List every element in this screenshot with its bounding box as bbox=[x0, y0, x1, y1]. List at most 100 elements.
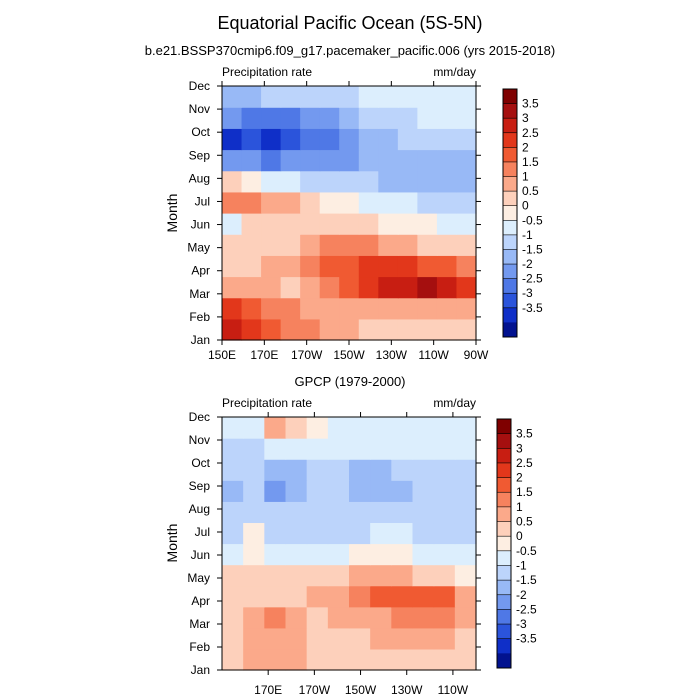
heatmap-cell bbox=[241, 86, 262, 108]
heatmap-cell bbox=[243, 480, 265, 502]
heatmap-cell bbox=[349, 585, 371, 608]
heatmap-cell bbox=[222, 276, 243, 299]
heatmap-cell bbox=[222, 417, 244, 439]
y-tick-label: Jan bbox=[191, 663, 210, 677]
heatmap-cell bbox=[349, 417, 371, 439]
x-tick-label: 170E bbox=[250, 348, 278, 362]
colorbar-label: -1.5 bbox=[522, 242, 543, 256]
colorbar-label: 3 bbox=[516, 441, 523, 455]
heatmap-cell bbox=[417, 149, 438, 172]
heatmap-cell bbox=[222, 564, 244, 587]
heatmap-cell bbox=[358, 128, 379, 151]
figure-title: Equatorial Pacific Ocean (5S-5N) bbox=[217, 13, 482, 33]
heatmap-cell bbox=[339, 107, 360, 129]
heatmap-cell bbox=[222, 627, 244, 650]
heatmap-cell bbox=[417, 191, 438, 214]
x-tick-label: 90W bbox=[464, 348, 489, 362]
y-tick-label: Jan bbox=[191, 333, 210, 347]
colorbar-label: 1.5 bbox=[516, 485, 533, 499]
heatmap-cell bbox=[327, 648, 350, 671]
heatmap-cell bbox=[280, 297, 301, 320]
heatmap-cell bbox=[327, 480, 350, 502]
panel-1-ylabel: Month bbox=[164, 194, 180, 233]
heatmap-cell bbox=[378, 107, 399, 129]
heatmap-cell bbox=[241, 107, 262, 129]
heatmap-cell bbox=[241, 128, 262, 151]
colorbar-swatch bbox=[503, 118, 517, 134]
heatmap-cell bbox=[327, 501, 350, 524]
heatmap-cell bbox=[454, 459, 477, 481]
colorbar-swatch bbox=[497, 638, 511, 654]
colorbar-label: -0.5 bbox=[516, 544, 537, 558]
heatmap-cell bbox=[370, 543, 392, 566]
heatmap-cell bbox=[412, 648, 435, 671]
colorbar-swatch bbox=[497, 580, 511, 596]
heatmap-cell bbox=[261, 191, 282, 214]
y-tick-label: Mar bbox=[189, 287, 210, 301]
panel-1-colorbar: 3.532.521.510.50-0.5-1-1.5-2-2.5-3-3.5 bbox=[502, 88, 543, 338]
heatmap-cell bbox=[285, 564, 308, 587]
colorbar-swatch bbox=[503, 293, 517, 309]
y-tick-label: Aug bbox=[189, 502, 210, 516]
heatmap-cell bbox=[339, 170, 360, 193]
heatmap-cell bbox=[412, 564, 435, 587]
colorbar-swatch bbox=[497, 448, 511, 464]
heatmap-cell bbox=[412, 627, 435, 650]
heatmap-cell bbox=[280, 191, 301, 214]
heatmap-cell bbox=[339, 255, 360, 278]
heatmap-cell bbox=[454, 627, 477, 650]
colorbar-swatch bbox=[503, 161, 517, 177]
colorbar-swatch bbox=[497, 477, 511, 493]
heatmap-cell bbox=[339, 234, 360, 256]
y-tick-label: May bbox=[187, 571, 210, 585]
heatmap-cell bbox=[412, 459, 435, 481]
heatmap-cell bbox=[319, 170, 340, 193]
heatmap-cell bbox=[370, 438, 392, 460]
heatmap-cell bbox=[433, 522, 456, 545]
heatmap-cell bbox=[397, 234, 418, 256]
heatmap-cell bbox=[433, 480, 456, 502]
heatmap-cell bbox=[378, 234, 399, 256]
y-tick-label: Aug bbox=[189, 171, 210, 185]
heatmap-cell bbox=[417, 170, 438, 193]
heatmap-cell bbox=[327, 438, 350, 460]
colorbar-label: -1 bbox=[522, 228, 533, 242]
heatmap-cell bbox=[417, 107, 438, 129]
heatmap-cell bbox=[370, 648, 392, 671]
colorbar-frame bbox=[496, 418, 512, 669]
heatmap-cell bbox=[391, 564, 414, 587]
heatmap-cell bbox=[327, 585, 350, 608]
heatmap-cell bbox=[319, 149, 340, 172]
heatmap-cell bbox=[454, 543, 477, 566]
colorbar-label: 0 bbox=[516, 529, 523, 543]
heatmap-cell bbox=[417, 234, 438, 256]
colorbar-label: 1 bbox=[522, 170, 529, 184]
heatmap-cell bbox=[280, 318, 301, 341]
panel-2-ylabel: Month bbox=[164, 524, 180, 563]
colorbar-swatch bbox=[503, 147, 517, 163]
heatmap-cell bbox=[391, 648, 414, 671]
colorbar-swatch bbox=[497, 594, 511, 610]
heatmap-cell bbox=[391, 501, 414, 524]
heatmap-cell bbox=[397, 170, 418, 193]
y-tick-label: Feb bbox=[189, 310, 210, 324]
colorbar-label: -2 bbox=[516, 588, 527, 602]
heatmap-cell bbox=[319, 234, 340, 256]
heatmap-cell bbox=[391, 627, 414, 650]
colorbar-frame bbox=[502, 88, 518, 338]
heatmap-cell bbox=[412, 480, 435, 502]
heatmap-cell bbox=[319, 128, 340, 151]
heatmap-cell bbox=[222, 459, 244, 481]
heatmap-cell bbox=[433, 606, 456, 629]
heatmap-cell bbox=[243, 417, 265, 439]
heatmap-cell bbox=[397, 191, 418, 214]
heatmap-cell bbox=[370, 627, 392, 650]
heatmap-cell bbox=[306, 606, 329, 629]
heatmap-cell bbox=[349, 627, 371, 650]
heatmap-cell bbox=[378, 213, 399, 235]
heatmap-cell bbox=[370, 606, 392, 629]
heatmap-cell bbox=[280, 255, 301, 278]
x-tick-label: 110W bbox=[438, 683, 469, 697]
heatmap-cell bbox=[261, 255, 282, 278]
heatmap-cell bbox=[456, 149, 477, 172]
